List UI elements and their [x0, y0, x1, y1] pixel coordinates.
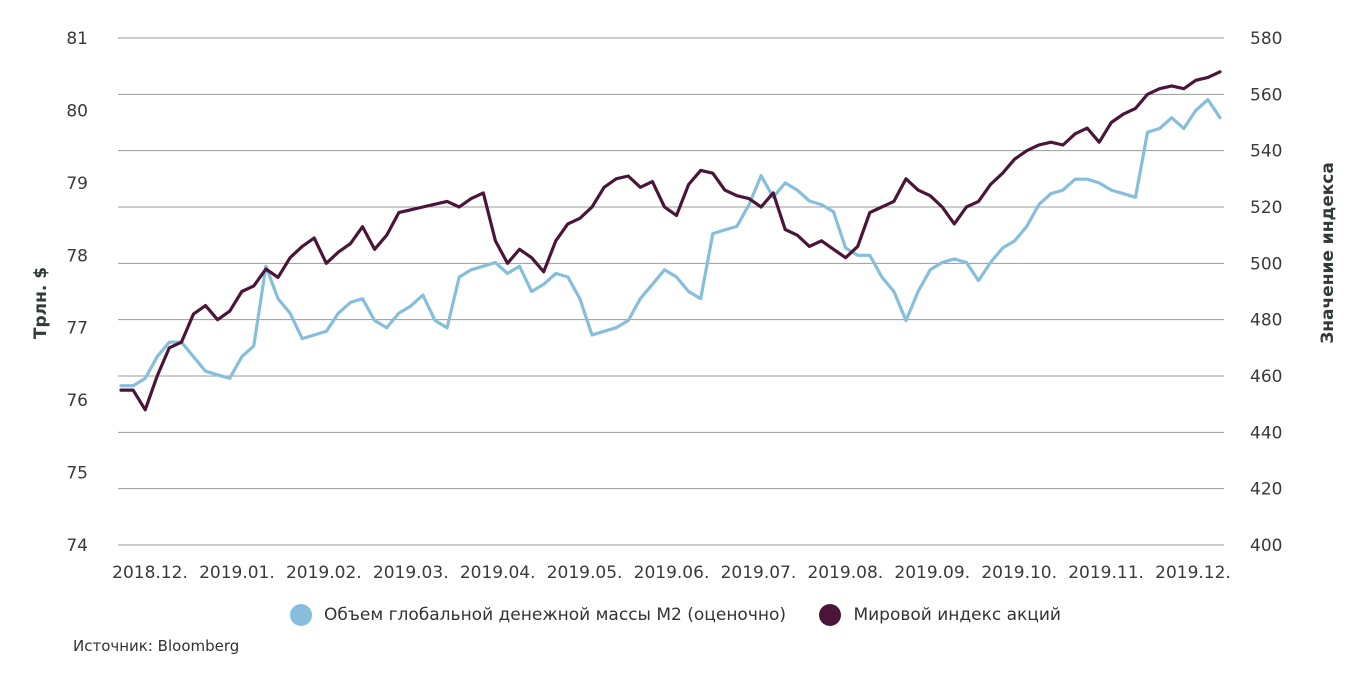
- left-tick-label: 76: [66, 391, 88, 411]
- right-axis-title: Значение индекса: [1318, 162, 1338, 344]
- legend-label-m2: Объем глобальной денежной массы M2 (оцен…: [324, 605, 787, 625]
- left-axis-ticks: 74 75 76 77 78 79 80 81: [66, 29, 88, 556]
- legend-item-index: Мировой индекс акций: [819, 604, 1061, 626]
- legend-dot-m2: [290, 604, 313, 626]
- left-tick-label: 80: [66, 101, 88, 121]
- x-tick-label: 2019.03.: [373, 563, 449, 583]
- left-tick-label: 78: [66, 246, 88, 266]
- legend-label-index: Мировой индекс акций: [853, 605, 1061, 625]
- x-tick-label: 2019.09.: [894, 563, 970, 583]
- gridlines: [118, 37, 1224, 546]
- right-axis-ticks: 400 420 440 460 480 500 520 540 560 580: [1250, 29, 1282, 556]
- x-tick-label: 2019.04.: [460, 563, 536, 583]
- right-tick-label: 400: [1250, 536, 1282, 556]
- series-line-world-index: [119, 70, 1222, 412]
- x-tick-label: 2019.11.: [1068, 563, 1144, 583]
- left-tick-label: 74: [66, 536, 88, 556]
- x-axis-ticks: 2018.12. 2019.01. 2019.02. 2019.03. 2019.04.…: [112, 563, 1231, 583]
- right-tick-label: 500: [1250, 254, 1282, 274]
- chart: 74 75 76 77 78 79 80 81 400 420 440 460 480 500 520 54…: [31, 29, 1338, 583]
- x-tick-label: 2018.12.: [112, 563, 188, 583]
- x-tick-label: 2019.08.: [807, 563, 883, 583]
- source-note: Источник: Bloomberg: [73, 637, 240, 655]
- right-tick-label: 540: [1250, 142, 1282, 162]
- x-tick-label: 2019.12.: [1155, 563, 1231, 583]
- right-tick-label: 580: [1250, 29, 1282, 49]
- right-tick-label: 560: [1250, 85, 1282, 105]
- series-layer: [119, 70, 1222, 412]
- right-tick-label: 520: [1250, 198, 1282, 218]
- left-tick-label: 77: [66, 319, 88, 339]
- right-tick-label: 440: [1250, 423, 1282, 443]
- legend-dot-index: [819, 604, 842, 626]
- x-tick-label: 2019.06.: [634, 563, 710, 583]
- left-tick-label: 75: [66, 464, 88, 484]
- right-tick-label: 420: [1250, 480, 1282, 500]
- left-tick-label: 81: [66, 29, 88, 49]
- legend-item-m2: Объем глобальной денежной массы M2 (оцен…: [290, 604, 786, 626]
- series-line-m2: [119, 97, 1222, 388]
- x-tick-label: 2019.01.: [199, 563, 275, 583]
- left-tick-label: 79: [66, 174, 88, 194]
- x-tick-label: 2019.07.: [721, 563, 797, 583]
- x-tick-label: 2019.02.: [286, 563, 362, 583]
- right-tick-label: 460: [1250, 367, 1282, 387]
- x-tick-label: 2019.10.: [981, 563, 1057, 583]
- x-tick-label: 2019.05.: [547, 563, 623, 583]
- right-tick-label: 480: [1250, 311, 1282, 331]
- legend: Объем глобальной денежной массы M2 (оцен…: [0, 604, 1351, 631]
- left-axis-title: Трлн. $: [31, 267, 51, 339]
